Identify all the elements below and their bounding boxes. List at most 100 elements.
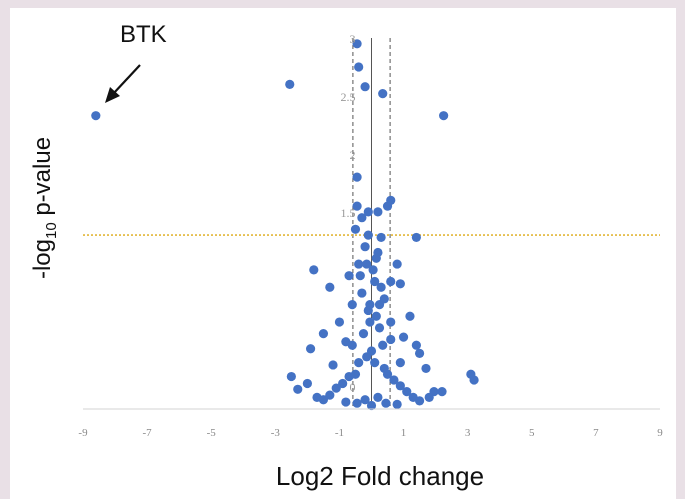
data-point [374, 300, 385, 310]
data-point [421, 363, 431, 374]
data-point [386, 195, 396, 205]
y-tick-label: 2 [350, 148, 356, 162]
data-point [373, 392, 383, 403]
data-point [395, 381, 405, 391]
data-point [347, 300, 357, 310]
data-point [331, 383, 341, 393]
data-point [363, 207, 373, 217]
data-point [371, 311, 381, 321]
x-tick-label: 7 [593, 427, 599, 439]
data-point [354, 62, 364, 72]
data-point [357, 213, 367, 223]
data-point [402, 387, 412, 397]
y-tick-label: 0 [350, 380, 356, 394]
data-point [386, 334, 396, 345]
data-point [341, 397, 351, 407]
data-point [352, 172, 362, 182]
annotation-arrow [112, 64, 141, 95]
x-tick-label: -3 [271, 427, 281, 439]
x-tick-label: 3 [465, 427, 471, 439]
data-point [363, 230, 373, 240]
x-tick-label: -1 [335, 427, 344, 439]
data-point [358, 329, 369, 339]
data-point [398, 332, 409, 342]
x-tick-label: -7 [143, 427, 153, 439]
data-point [378, 340, 388, 350]
data-point [334, 317, 345, 327]
data-point [370, 358, 380, 368]
y-tick-label: 3 [350, 32, 356, 46]
scatter-plot: -9 -7 -5 -3 -1 1 3 5 7 9 3 2.5 2 1.5 0 BTK Log2 Fold c… [29, 21, 663, 491]
annotation-arrowhead [105, 87, 120, 103]
data-point [366, 400, 377, 411]
x-tick-label: 9 [657, 427, 663, 439]
data-point [382, 369, 393, 379]
data-point [302, 378, 312, 389]
x-tick-label: 5 [529, 427, 535, 439]
chart-figure: -9 -7 -5 -3 -1 1 3 5 7 9 3 2.5 2 1.5 0 BTK Log2 Fold c… [10, 8, 676, 499]
data-point [354, 259, 364, 269]
y-axis-title-subscript: 10 [43, 222, 60, 239]
data-point [352, 39, 362, 49]
data-point [352, 201, 362, 211]
data-point [437, 387, 447, 397]
data-point [344, 271, 354, 281]
data-point [368, 265, 378, 275]
data-point [392, 259, 402, 269]
data-point [371, 253, 381, 263]
data-point [362, 259, 372, 269]
data-point [360, 395, 370, 405]
data-point [395, 279, 405, 289]
data-point [354, 358, 364, 368]
data-point [344, 371, 354, 382]
data-point [305, 344, 316, 354]
data-point [312, 392, 322, 403]
data-point [370, 276, 380, 287]
data-point [439, 111, 449, 121]
data-point [414, 348, 425, 358]
data-point [411, 340, 421, 350]
annotation-label: BTK [120, 21, 167, 48]
data-point [355, 271, 365, 281]
data-point [424, 392, 434, 403]
data-point [325, 390, 335, 400]
data-point [365, 317, 375, 327]
data-point [350, 224, 361, 234]
data-point [360, 242, 370, 252]
y-axis-title: -log10 p-value [29, 137, 60, 279]
data-point [365, 300, 375, 310]
data-point [309, 265, 319, 275]
data-point [395, 358, 405, 368]
data-point [374, 323, 385, 333]
x-tick-label: -5 [207, 427, 217, 439]
data-point [405, 311, 415, 321]
data-point [411, 232, 421, 243]
data-point [318, 329, 329, 339]
data-point [325, 282, 335, 292]
x-tick-label: 1 [401, 427, 407, 439]
data-point [386, 317, 396, 327]
data-point [347, 340, 357, 350]
x-axis-title: Log2 Fold change [276, 461, 484, 491]
y-tick-label: 2.5 [341, 90, 356, 104]
data-point [469, 375, 479, 385]
data-point [414, 396, 425, 406]
data-point [357, 288, 367, 298]
data-point [386, 276, 396, 287]
data-point [91, 111, 101, 121]
data-point [376, 232, 386, 243]
data-point [328, 360, 338, 370]
data-point [376, 282, 386, 292]
data-point [392, 399, 402, 409]
y-tick-label: 1.5 [341, 206, 356, 220]
data-point [360, 82, 370, 92]
data-point [362, 352, 372, 362]
data-point [352, 398, 362, 408]
data-point [378, 89, 388, 99]
x-tick-label: -9 [78, 427, 88, 439]
y-axis-title-rest: p-value [29, 137, 56, 222]
data-point [389, 375, 399, 385]
data-point [286, 371, 296, 382]
data-point [381, 398, 391, 408]
data-point [373, 207, 383, 217]
